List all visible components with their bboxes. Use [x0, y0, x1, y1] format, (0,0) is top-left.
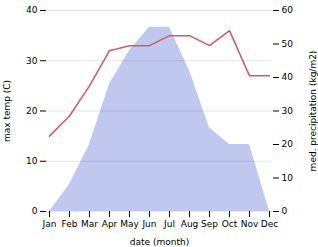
svg-text:max temp (C): max temp (C) — [2, 80, 12, 142]
svg-text:Sep: Sep — [201, 219, 218, 229]
svg-text:0: 0 — [32, 206, 38, 216]
svg-text:Jun: Jun — [141, 219, 156, 229]
svg-text:date (month): date (month) — [130, 237, 189, 247]
svg-text:10: 10 — [26, 156, 38, 166]
svg-text:Aug: Aug — [181, 219, 199, 229]
svg-text:40: 40 — [282, 72, 294, 82]
svg-text:40: 40 — [26, 5, 38, 15]
svg-text:50: 50 — [282, 39, 294, 49]
svg-text:Nov: Nov — [241, 219, 259, 229]
svg-text:20: 20 — [282, 139, 294, 149]
svg-text:Jan: Jan — [42, 219, 57, 229]
svg-text:10: 10 — [282, 173, 294, 183]
svg-text:30: 30 — [26, 56, 38, 66]
svg-text:May: May — [120, 219, 139, 229]
svg-text:Jul: Jul — [163, 219, 175, 229]
svg-text:60: 60 — [282, 5, 294, 15]
svg-text:30: 30 — [282, 106, 294, 116]
svg-text:20: 20 — [26, 106, 38, 116]
svg-text:med. precipitation (kg/m2): med. precipitation (kg/m2) — [308, 51, 318, 172]
svg-text:Oct: Oct — [222, 219, 238, 229]
svg-text:Feb: Feb — [62, 219, 78, 229]
svg-text:Mar: Mar — [81, 219, 98, 229]
svg-text:Apr: Apr — [102, 219, 118, 229]
svg-text:0: 0 — [282, 206, 288, 216]
svg-text:Dec: Dec — [261, 219, 278, 229]
